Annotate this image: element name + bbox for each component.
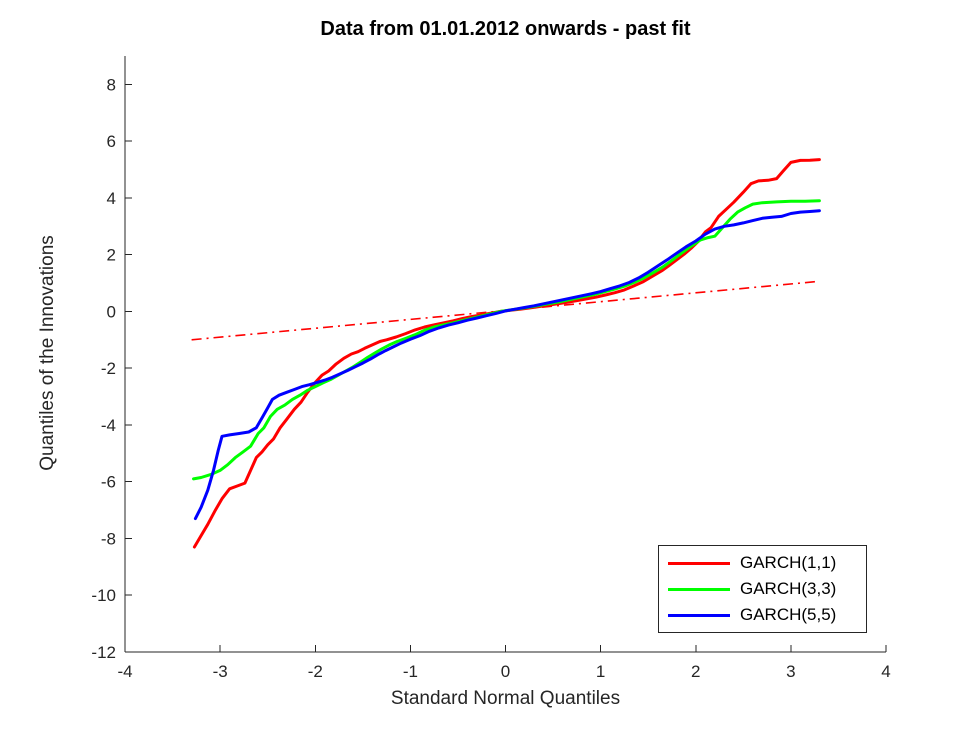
svg-text:2: 2 [107, 246, 116, 265]
svg-text:8: 8 [107, 75, 116, 94]
svg-text:-6: -6 [101, 473, 116, 492]
svg-text:6: 6 [107, 132, 116, 151]
legend-item: GARCH(1,1) [659, 550, 866, 576]
svg-text:1: 1 [596, 662, 605, 681]
legend-label: GARCH(3,3) [740, 579, 837, 598]
svg-text:-8: -8 [101, 529, 116, 548]
svg-text:-1: -1 [403, 662, 418, 681]
legend: GARCH(1,1) GARCH(3,3) GARCH(5,5) [658, 545, 867, 633]
svg-text:2: 2 [691, 662, 700, 681]
legend-line-sample-garch11 [668, 561, 730, 565]
svg-text:-10: -10 [91, 586, 116, 605]
svg-text:0: 0 [107, 302, 116, 321]
legend-item: GARCH(5,5) [659, 602, 866, 628]
legend-line-sample-garch33 [668, 587, 730, 591]
svg-text:0: 0 [501, 662, 510, 681]
svg-text:-4: -4 [101, 416, 116, 435]
svg-text:4: 4 [107, 189, 116, 208]
x-axis-label: Standard Normal Quantiles [390, 688, 621, 709]
legend-label: GARCH(1,1) [740, 553, 837, 572]
series-line-2 [193, 209, 821, 521]
svg-text:4: 4 [881, 662, 890, 681]
series-line-0 [192, 158, 821, 549]
svg-text:-2: -2 [308, 662, 323, 681]
svg-text:-12: -12 [91, 643, 116, 662]
axes [124, 56, 887, 653]
legend-item: GARCH(3,3) [659, 576, 866, 602]
legend-label: GARCH(5,5) [740, 605, 837, 624]
series-line-1 [192, 199, 821, 481]
svg-text:-4: -4 [117, 662, 132, 681]
svg-text:-3: -3 [213, 662, 228, 681]
svg-text:-2: -2 [101, 359, 116, 378]
chart-title: Data from 01.01.2012 onwards - past fit [320, 18, 691, 40]
svg-text:3: 3 [786, 662, 795, 681]
legend-line-sample-garch55 [668, 613, 730, 617]
y-axis-label: Quantiles of the Innovations [37, 235, 58, 471]
